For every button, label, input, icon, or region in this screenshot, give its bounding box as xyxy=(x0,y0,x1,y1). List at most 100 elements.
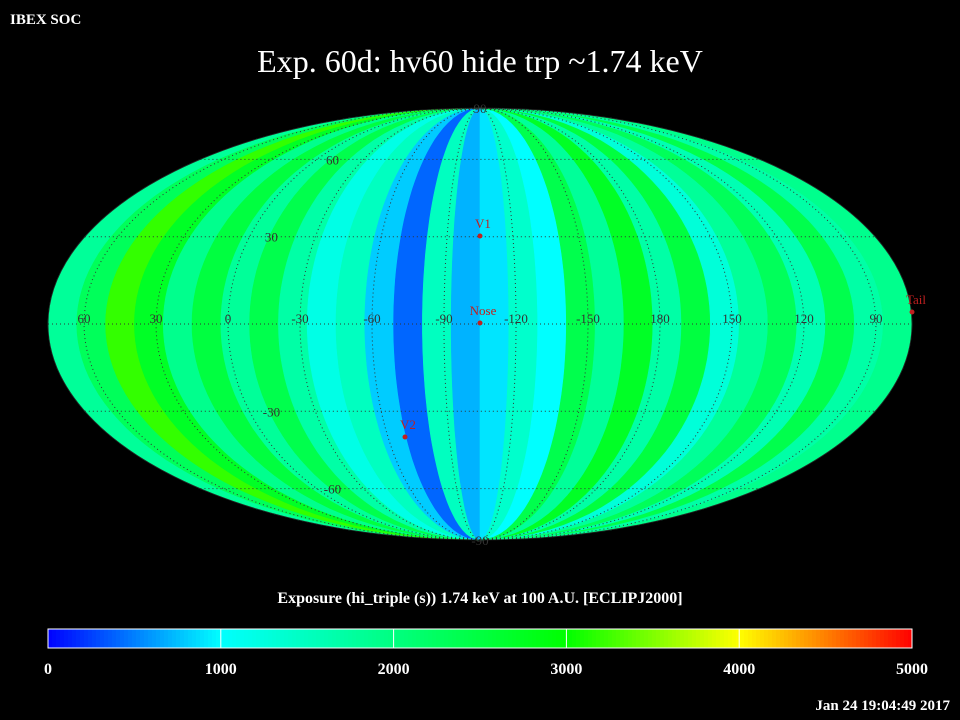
colorbar-cell xyxy=(672,629,677,648)
colorbar-cell xyxy=(572,629,577,648)
colorbar-cell xyxy=(132,629,137,648)
colorbar-cell xyxy=(392,629,397,648)
latitude-label: 60 xyxy=(326,152,339,167)
colorbar-cell xyxy=(232,629,237,648)
colorbar-cell xyxy=(228,629,233,648)
colorbar-cell xyxy=(704,629,709,648)
colorbar-cell xyxy=(428,629,433,648)
colorbar-cell xyxy=(744,629,749,648)
colorbar-cell xyxy=(156,629,161,648)
colorbar-cell xyxy=(588,629,593,648)
latitude-label: 90 xyxy=(474,101,487,116)
colorbar-cell xyxy=(804,629,809,648)
colorbar-cell xyxy=(740,629,745,648)
colorbar-cell xyxy=(480,629,485,648)
colorbar-cell xyxy=(436,629,441,648)
colorbar-cell xyxy=(584,629,589,648)
latitude-label: -90 xyxy=(471,533,488,548)
colorbar-cell xyxy=(880,629,885,648)
marker-label: V1 xyxy=(475,216,491,231)
colorbar-cell xyxy=(56,629,61,648)
colorbar-cell xyxy=(224,629,229,648)
colorbar-cell xyxy=(380,629,385,648)
longitude-label: -120 xyxy=(504,311,528,326)
colorbar-cell xyxy=(188,629,193,648)
colorbar-cell xyxy=(92,629,97,648)
colorbar-cell xyxy=(796,629,801,648)
colorbar-cell xyxy=(508,629,513,648)
colorbar-cell xyxy=(280,629,285,648)
colorbar-cell xyxy=(856,629,861,648)
colorbar-cell xyxy=(552,629,557,648)
colorbar-cell xyxy=(772,629,777,648)
colorbar-tick-label: 4000 xyxy=(723,661,755,678)
colorbar-tick-label: 5000 xyxy=(896,661,928,678)
colorbar-cell xyxy=(48,629,53,648)
source-label: IBEX SOC xyxy=(10,12,81,28)
colorbar-cell xyxy=(240,629,245,648)
colorbar-cell xyxy=(532,629,537,648)
colorbar-cell xyxy=(816,629,821,648)
longitude-label: 60 xyxy=(78,311,91,326)
colorbar-cell xyxy=(548,629,553,648)
colorbar-cell xyxy=(52,629,57,648)
colorbar-cell xyxy=(372,629,377,648)
colorbar-cell xyxy=(496,629,501,648)
colorbar-cell xyxy=(728,629,733,648)
colorbar-cell xyxy=(652,629,657,648)
colorbar-cell xyxy=(692,629,697,648)
colorbar-cell xyxy=(152,629,157,648)
colorbar-cell xyxy=(424,629,429,648)
colorbar-cell xyxy=(676,629,681,648)
colorbar-cell xyxy=(500,629,505,648)
colorbar-cell xyxy=(760,629,765,648)
longitude-label: -150 xyxy=(576,311,600,326)
map: 90 60 30 -30 -60 -90 60 30 0 -30 -60 -90 -120 -150 180… xyxy=(47,101,926,548)
colorbar-cell xyxy=(756,629,761,648)
colorbar-cell xyxy=(284,629,289,648)
colorbar-cell xyxy=(688,629,693,648)
colorbar-cell xyxy=(112,629,117,648)
colorbar-cell xyxy=(320,629,325,648)
colorbar-cell xyxy=(900,629,905,648)
colorbar-cell xyxy=(364,629,369,648)
colorbar-cell xyxy=(808,629,813,648)
colorbar-tick-label: 0 xyxy=(44,661,52,678)
colorbar-cell xyxy=(76,629,81,648)
colorbar-cell xyxy=(788,629,793,648)
colorbar-cell xyxy=(504,629,509,648)
colorbar-cell xyxy=(776,629,781,648)
colorbar-cell xyxy=(484,629,489,648)
longitude-label: -30 xyxy=(291,311,308,326)
colorbar-cell xyxy=(608,629,613,648)
colorbar-cell xyxy=(720,629,725,648)
colorbar-cell xyxy=(660,629,665,648)
colorbar-cell xyxy=(752,629,757,648)
marker-label: Nose xyxy=(470,303,497,318)
latitude-label: -60 xyxy=(324,482,341,497)
colorbar-cell xyxy=(812,629,817,648)
colorbar-cell xyxy=(840,629,845,648)
colorbar-cell xyxy=(792,629,797,648)
colorbar-cell xyxy=(128,629,133,648)
colorbar-cell xyxy=(528,629,533,648)
longitude-label: 0 xyxy=(225,311,232,326)
colorbar-cell xyxy=(640,629,645,648)
colorbar-cell xyxy=(252,629,257,648)
colorbar-cell xyxy=(396,629,401,648)
colorbar-cell xyxy=(272,629,277,648)
colorbar-cell xyxy=(868,629,873,648)
colorbar-cell xyxy=(896,629,901,648)
colorbar-cell xyxy=(768,629,773,648)
colorbar-cell xyxy=(412,629,417,648)
colorbar-cell xyxy=(696,629,701,648)
colorbar-cell xyxy=(148,629,153,648)
colorbar-cell xyxy=(100,629,105,648)
longitude-label: 90 xyxy=(870,311,883,326)
colorbar-cell xyxy=(860,629,865,648)
colorbar-cell xyxy=(104,629,109,648)
colorbar-cell xyxy=(452,629,457,648)
colorbar-cell xyxy=(560,629,565,648)
colorbar-cell xyxy=(68,629,73,648)
